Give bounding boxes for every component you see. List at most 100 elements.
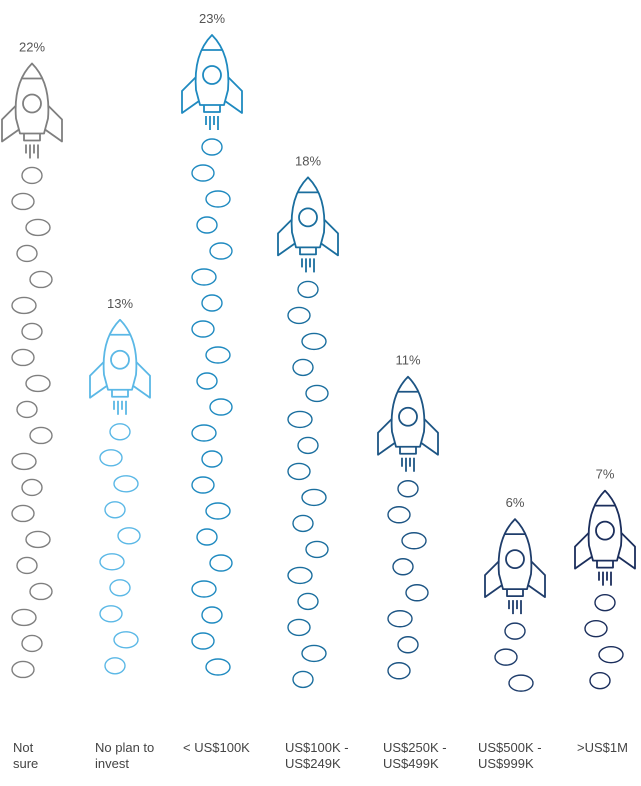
smoke-cloud xyxy=(392,558,414,576)
category-label: US$500K - US$999K xyxy=(478,740,542,771)
smoke-cloud xyxy=(287,618,311,637)
smoke-cloud xyxy=(405,584,429,602)
smoke-cloud xyxy=(287,306,311,325)
smoke-cloud xyxy=(301,644,327,663)
rocket-part xyxy=(506,589,524,598)
smoke-cloud xyxy=(209,554,233,572)
smoke-cloud xyxy=(201,138,223,156)
rocket-bar xyxy=(277,176,339,689)
rocket-window xyxy=(505,549,525,570)
smoke-cloud xyxy=(11,296,37,315)
rocket-part xyxy=(377,418,396,456)
smoke-cloud xyxy=(104,501,126,519)
smoke-cloud xyxy=(205,346,231,364)
smoke-cloud xyxy=(297,280,319,299)
smoke-cloud xyxy=(191,632,215,650)
smoke-cloud xyxy=(209,242,233,260)
smoke-cloud xyxy=(397,480,419,498)
rocket-window xyxy=(110,349,130,370)
smoke-cloud xyxy=(292,514,314,533)
smoke-cloud xyxy=(387,662,411,680)
smoke-cloud xyxy=(508,674,534,692)
smoke-cloud xyxy=(25,530,51,549)
smoke-cloud xyxy=(117,527,141,545)
smoke-cloud xyxy=(191,320,215,338)
smoke-cloud xyxy=(113,631,139,649)
smoke-cloud xyxy=(287,410,313,429)
smoke-cloud xyxy=(113,475,139,493)
rocket-part xyxy=(290,176,326,249)
rocket-part xyxy=(596,560,614,569)
smoke-cloud xyxy=(305,540,329,559)
rocket-part xyxy=(587,489,623,562)
smoke-cloud xyxy=(21,322,43,341)
smoke-cloud xyxy=(29,426,53,445)
smoke-cloud xyxy=(109,423,131,441)
smoke-cloud xyxy=(16,244,38,263)
rocket-part xyxy=(1,104,20,143)
smoke-cloud xyxy=(196,216,218,234)
smoke-cloud xyxy=(104,657,126,675)
smoke-cloud xyxy=(397,636,419,654)
rocket-bar xyxy=(574,489,636,690)
smoke-cloud xyxy=(301,488,327,507)
rocket-part xyxy=(203,105,221,113)
rocket-part xyxy=(399,446,417,455)
smoke-cloud xyxy=(205,502,231,520)
category-label: Not sure xyxy=(13,740,39,771)
smoke-cloud xyxy=(201,450,223,468)
rocket-window xyxy=(202,65,222,85)
rocket-part xyxy=(497,518,533,591)
smoke-cloud xyxy=(11,504,35,523)
smoke-cloud xyxy=(11,608,37,627)
smoke-cloud xyxy=(205,190,231,208)
value-label: 23% xyxy=(199,11,225,26)
rocket-window xyxy=(595,520,615,541)
rocket-window xyxy=(298,207,318,228)
rocket-part xyxy=(14,62,50,135)
rocket-part xyxy=(23,133,41,142)
smoke-cloud xyxy=(99,553,125,571)
rocket-bar xyxy=(89,318,151,675)
rocket-window xyxy=(398,406,418,427)
rocket-part xyxy=(527,560,546,599)
smoke-cloud xyxy=(191,424,217,442)
smoke-cloud xyxy=(21,634,43,653)
smoke-cloud xyxy=(504,622,526,640)
smoke-cloud xyxy=(16,556,38,575)
rocket-part xyxy=(132,361,151,399)
rocket-bar xyxy=(377,375,439,680)
rocket-bar xyxy=(484,518,546,692)
smoke-cloud xyxy=(201,294,223,312)
value-label: 18% xyxy=(295,153,321,168)
smoke-cloud xyxy=(584,619,608,638)
smoke-cloud xyxy=(11,192,35,211)
smoke-cloud xyxy=(11,452,37,471)
value-label: 7% xyxy=(596,467,615,482)
smoke-cloud xyxy=(25,218,51,237)
category-label: No plan to invest xyxy=(95,740,155,771)
smoke-cloud xyxy=(109,579,131,597)
smoke-cloud xyxy=(494,648,518,666)
smoke-cloud xyxy=(292,358,314,377)
rocket-part xyxy=(574,532,593,570)
smoke-cloud xyxy=(292,670,314,689)
value-label: 11% xyxy=(395,353,420,368)
category-label: US$100K - US$249K xyxy=(285,740,349,771)
smoke-cloud xyxy=(209,398,233,416)
rocket-part xyxy=(102,318,138,391)
category-label: US$250K - US$499K xyxy=(383,740,447,771)
rocket-part xyxy=(277,218,296,257)
smoke-cloud xyxy=(25,374,51,393)
smoke-cloud xyxy=(191,580,217,598)
smoke-cloud xyxy=(29,270,53,289)
category-label: < US$100K xyxy=(183,740,250,755)
smoke-cloud xyxy=(11,348,35,367)
smoke-cloud xyxy=(589,671,611,690)
rocket-part xyxy=(181,76,200,114)
smoke-cloud xyxy=(11,660,35,679)
smoke-cloud xyxy=(287,462,311,481)
smoke-cloud xyxy=(16,400,38,419)
